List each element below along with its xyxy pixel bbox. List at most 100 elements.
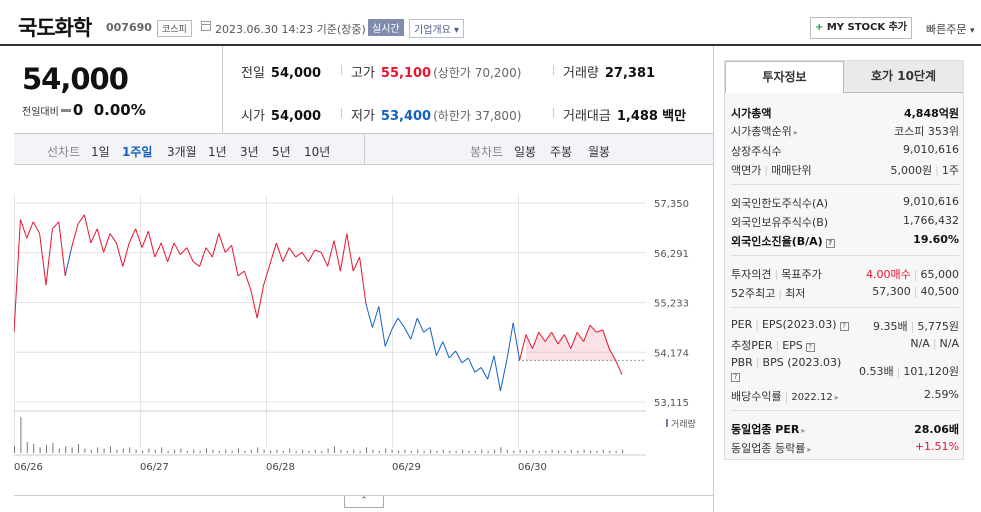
volume-bar: [551, 449, 553, 453]
volume-bar: [52, 442, 54, 453]
high-value: 55,100: [380, 66, 432, 81]
est-per-label: 추정PER: [731, 339, 773, 352]
price-line-segment: [455, 350, 463, 364]
industry-rate-row[interactable]: 동일업종 등락률 ▸ +1.51%: [731, 440, 959, 458]
quick-order-button[interactable]: 빠른주문 ▾: [926, 21, 975, 37]
volume-bar: [378, 450, 380, 453]
w52-low-value: 40,500: [920, 285, 960, 298]
help-icon[interactable]: ?: [839, 322, 849, 331]
bps-label: BPS (2023.03): [762, 356, 842, 369]
add-mystock-button[interactable]: + MY STOCK 추가: [810, 17, 912, 39]
price-line-segment: [512, 322, 521, 361]
tab-3m[interactable]: 3개월: [167, 145, 197, 159]
eps-label: EPS(2023.03): [761, 318, 837, 331]
realtime-badge[interactable]: 실시간: [368, 19, 404, 36]
price-line-segment: [557, 334, 565, 345]
help-icon[interactable]: ?: [805, 343, 815, 352]
volume-bar: [410, 450, 412, 453]
volume-bar: [577, 450, 579, 453]
par-label: 액면가: [731, 164, 762, 177]
tab-daily[interactable]: 일봉: [514, 145, 537, 159]
volume: 거래량 27,381: [563, 62, 655, 81]
volume-bar: [90, 449, 92, 453]
chevron-right-icon: ▸: [801, 426, 806, 435]
tab-5y[interactable]: 5년: [272, 145, 291, 159]
volume-bar: [430, 449, 431, 453]
volume-bar: [391, 449, 393, 453]
volume-bar: [417, 449, 419, 453]
price-summary: 54,000 전일대비 0 0.00% 전일 54,000 고가 55,100 (상한가…: [14, 46, 714, 134]
volume-bar: [404, 449, 406, 453]
y-tick-label: 55,233: [654, 299, 689, 310]
chevron-right-icon: ▸: [807, 445, 812, 454]
price-line-segment: [615, 360, 623, 375]
corp-overview-button[interactable]: 기업개요 ▾: [409, 19, 465, 38]
price-line-segment: [487, 355, 495, 380]
price-line-segment: [570, 332, 578, 349]
chevron-right-icon[interactable]: ▸: [834, 393, 839, 402]
price-line-segment: [224, 244, 232, 253]
open-value: 54,000: [270, 109, 322, 124]
w52-high-label: 52주최고: [731, 287, 776, 300]
volume-bar: [129, 447, 131, 453]
tab-1w[interactable]: 1주일: [122, 145, 153, 159]
price-line-segment: [403, 327, 412, 340]
volume-bar: [212, 449, 214, 453]
opinion-row: 투자의견 | 목표주가 4.00매수 | 65,000: [731, 268, 960, 281]
foreign-ratio-value: 19.60%: [913, 233, 959, 246]
tab-10y[interactable]: 10년: [304, 145, 331, 159]
tab-monthly[interactable]: 월봉: [588, 145, 611, 159]
volume-bar: [161, 447, 163, 453]
price-details: 전일 54,000 고가 55,100 (상한가 70,200) 거래량 27,381 …: [222, 46, 714, 134]
per-row: PER | EPS(2023.03)? 9.35배 | 5,775원: [731, 318, 959, 333]
price-chart-svg: 57,350 56,291 55,233 54,174 53,115 06/26 06/27…: [14, 195, 696, 473]
tab-1y[interactable]: 1년: [208, 145, 227, 159]
volume-bar: [186, 450, 188, 453]
pbr-label: PBR: [731, 356, 753, 369]
price-line-segment: [186, 247, 194, 262]
market-cap-value: 4,848억원: [903, 107, 959, 120]
tab-invest-info[interactable]: 투자정보: [725, 61, 844, 93]
market-cap-rank-row[interactable]: 시가총액순위 ▸ 코스피 353위: [731, 123, 959, 141]
collapse-button[interactable]: ⌃: [344, 496, 384, 508]
volume-bar: [180, 448, 182, 453]
target-value: 65,000: [920, 268, 960, 281]
quick-order-label: 빠른주문: [926, 23, 967, 36]
volume-bar: [321, 450, 323, 453]
price-line-segment: [314, 249, 322, 253]
volume-bar: [244, 450, 246, 453]
price-line-segment: [493, 355, 501, 392]
foreign-ratio-label: 외국인소진율(B/A): [731, 235, 823, 248]
above-reference-area: [526, 325, 622, 361]
invest-info-panel: 투자정보 호가 10단계 시가총액 4,848억원 시가총액순위 ▸ 코스피 353위…: [724, 60, 964, 460]
price-line-segment: [525, 334, 533, 349]
high-label: 고가: [351, 66, 375, 81]
tab-3y[interactable]: 3년: [240, 145, 259, 159]
price-line-segment: [371, 306, 380, 328]
volume-bar: [487, 450, 489, 453]
industry-per-row[interactable]: 동일업종 PER ▸ 28.06배: [731, 421, 959, 439]
price-line-segment: [147, 231, 156, 258]
volume-bar: [250, 449, 252, 453]
tab-1d[interactable]: 1일: [91, 145, 110, 159]
price-chart[interactable]: 57,350 56,291 55,233 54,174 53,115 06/26 06/27…: [14, 165, 714, 495]
price-line-segment: [231, 245, 239, 276]
volume-bar: [225, 449, 227, 453]
shares-row: 상장주식수 9,010,616: [731, 143, 959, 161]
price-line-segment: [154, 242, 162, 258]
divider: [731, 184, 959, 185]
divider: [713, 46, 714, 512]
tab-weekly[interactable]: 주봉: [550, 145, 573, 159]
price-line-segment: [295, 251, 303, 258]
price-line-segment: [115, 242, 124, 267]
volume-bar: [481, 449, 483, 453]
help-icon[interactable]: ?: [731, 373, 740, 382]
price-line-segment: [103, 233, 111, 253]
low-label: 저가: [351, 109, 375, 124]
volume-bar: [398, 450, 399, 453]
help-icon[interactable]: ?: [825, 239, 835, 248]
volume-bar: [314, 449, 316, 453]
volume-bar: [174, 449, 175, 453]
tab-hoga[interactable]: 호가 10단계: [844, 61, 963, 93]
price-line-segment: [275, 242, 284, 262]
